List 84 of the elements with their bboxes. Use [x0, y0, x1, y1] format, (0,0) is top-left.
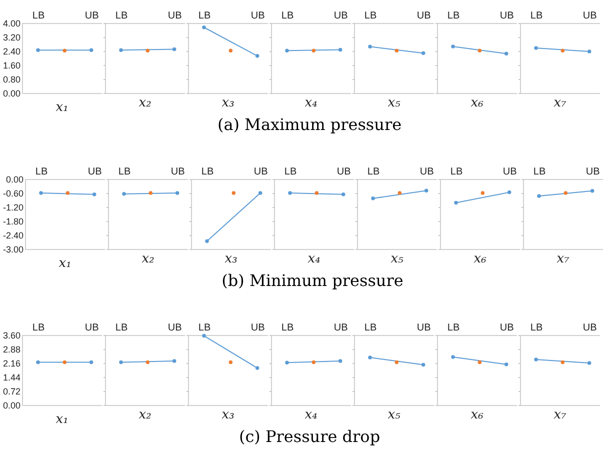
- x-tick-label: LB: [284, 166, 297, 178]
- text: (b) Minimum pressure: [222, 270, 404, 292]
- y-tick-label: -3.00: [2, 244, 24, 254]
- x-tick-label: LB: [118, 166, 131, 178]
- y-tick-label: -2.40: [2, 230, 24, 240]
- x-axis-title: x₆: [470, 408, 484, 422]
- y-tick-label: 0.00: [2, 88, 20, 98]
- x-tick-label: LB: [447, 10, 460, 22]
- text: (a) Maximum pressure: [217, 114, 402, 136]
- x-tick-label: LB: [198, 10, 211, 22]
- x-tick-label: LB: [533, 166, 546, 178]
- x-tick-label: UB: [500, 322, 514, 334]
- x-tick-label: UB: [88, 166, 102, 178]
- x-tick-label: UB: [416, 322, 432, 334]
- x-axis-title: x₅: [388, 96, 402, 110]
- x-tick-label: LB: [530, 10, 543, 22]
- x-tick-label: UB: [502, 166, 518, 178]
- x-tick-label: UB: [334, 322, 348, 334]
- x-tick-label: UB: [168, 322, 182, 334]
- x-axis-title: x₄: [304, 408, 318, 422]
- x-axis-title: x₆: [474, 252, 486, 266]
- y-tick-label: 1.44: [2, 372, 20, 382]
- x-tick-label: LB: [281, 322, 294, 334]
- x-axis-title: x₄: [308, 252, 320, 266]
- x-tick-label: UB: [420, 166, 434, 178]
- x-tick-label: LB: [447, 322, 460, 334]
- x-tick-label: UB: [582, 10, 598, 22]
- x-axis-title: x₅: [390, 252, 404, 266]
- x-tick-label: LB: [32, 10, 45, 22]
- y-tick-label: 3.20: [2, 32, 20, 42]
- x-tick-label: UB: [250, 322, 266, 334]
- y-tick-label: 1.60: [2, 60, 20, 70]
- x-axis-title: x₃: [224, 252, 238, 266]
- y-tick-label: 0.00: [6, 174, 24, 184]
- y-tick-label: 2.16: [2, 358, 20, 368]
- x-axis-title: x₆: [470, 96, 484, 110]
- x-tick-label: LB: [115, 322, 128, 334]
- y-tick-label: 4.00: [2, 18, 20, 28]
- x-axis-title: x₁: [56, 100, 68, 115]
- x-tick-label: UB: [336, 166, 352, 178]
- x-tick-label: UB: [250, 10, 266, 22]
- x-tick-label: LB: [115, 10, 128, 22]
- x-axis-title: x₇: [554, 408, 568, 422]
- x-axis-title: x₇: [554, 96, 568, 110]
- x-tick-label: LB: [364, 10, 377, 22]
- x-axis-title: x₅: [388, 408, 402, 422]
- y-tick-label: 2.88: [2, 344, 20, 354]
- y-tick-label: 0.00: [2, 400, 20, 410]
- x-tick-label: LB: [281, 10, 294, 22]
- x-tick-label: UB: [84, 10, 100, 22]
- x-tick-label: UB: [254, 166, 268, 178]
- x-tick-label: UB: [582, 322, 598, 334]
- x-axis-title: x₃: [222, 96, 234, 110]
- x-axis-title: x₂: [138, 96, 152, 110]
- x-axis-title: x₁: [58, 256, 72, 271]
- x-tick-label: LB: [364, 322, 377, 334]
- x-tick-label: UB: [500, 10, 514, 22]
- text: (c) Pressure drop: [238, 426, 380, 448]
- y-tick-label: -1.80: [2, 216, 24, 226]
- x-tick-label: UB: [586, 166, 600, 178]
- x-tick-label: UB: [334, 10, 348, 22]
- x-tick-label: LB: [201, 166, 214, 178]
- x-axis-title: x₂: [138, 408, 152, 422]
- x-axis-title: x₄: [304, 96, 318, 110]
- x-tick-label: UB: [84, 322, 100, 334]
- y-tick-label: 0.72: [2, 386, 20, 396]
- y-tick-label: 2.40: [2, 46, 20, 56]
- x-axis-title: x₁: [56, 412, 68, 427]
- x-tick-label: UB: [168, 10, 182, 22]
- x-axis-title: x₇: [556, 252, 570, 266]
- x-tick-label: LB: [530, 322, 543, 334]
- x-tick-label: UB: [170, 166, 186, 178]
- x-tick-label: LB: [35, 166, 48, 178]
- y-tick-label: 0.80: [2, 74, 20, 84]
- x-tick-label: LB: [450, 166, 463, 178]
- x-tick-label: LB: [198, 322, 211, 334]
- y-tick-label: 3.60: [2, 330, 20, 340]
- x-axis-title: x₃: [222, 408, 234, 422]
- x-tick-label: UB: [416, 10, 432, 22]
- y-tick-label: -1.20: [2, 202, 24, 212]
- y-tick-label: -0.60: [2, 188, 24, 198]
- x-tick-label: LB: [367, 166, 380, 178]
- x-axis-title: x₂: [142, 252, 154, 266]
- x-tick-label: LB: [32, 322, 45, 334]
